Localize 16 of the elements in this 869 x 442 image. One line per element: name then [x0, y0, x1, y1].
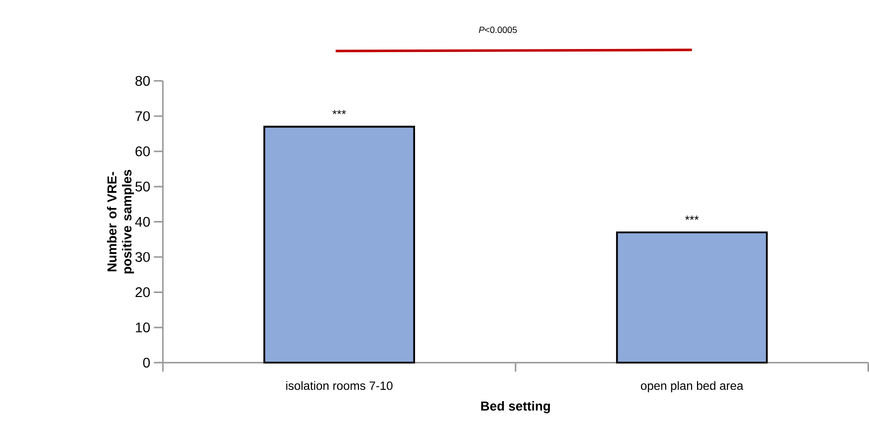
y-tick-label: 20 [136, 287, 150, 298]
y-tick-label: 60 [136, 146, 150, 156]
y-axis-title: Number of VRE-positive samples [107, 170, 134, 274]
y-tick-label: 70 [136, 111, 150, 122]
x-tick-label: open plan bed area [640, 381, 744, 393]
annotation: *** [332, 110, 346, 114]
x-tick-label: isolation rooms 7-10 [286, 381, 393, 390]
y-tick-label: 30 [135, 252, 150, 262]
y-tick-label: 40 [135, 217, 150, 227]
x-axis-title: Bed setting [481, 401, 550, 414]
y-tick-label: 0 [143, 358, 150, 368]
y-tick-label: 50 [135, 182, 150, 192]
text: P<0.0005 [478, 26, 517, 34]
annotation: *** [685, 216, 699, 220]
y-tick-label: 80 [135, 76, 150, 86]
y-tick-label: 10 [136, 322, 150, 333]
